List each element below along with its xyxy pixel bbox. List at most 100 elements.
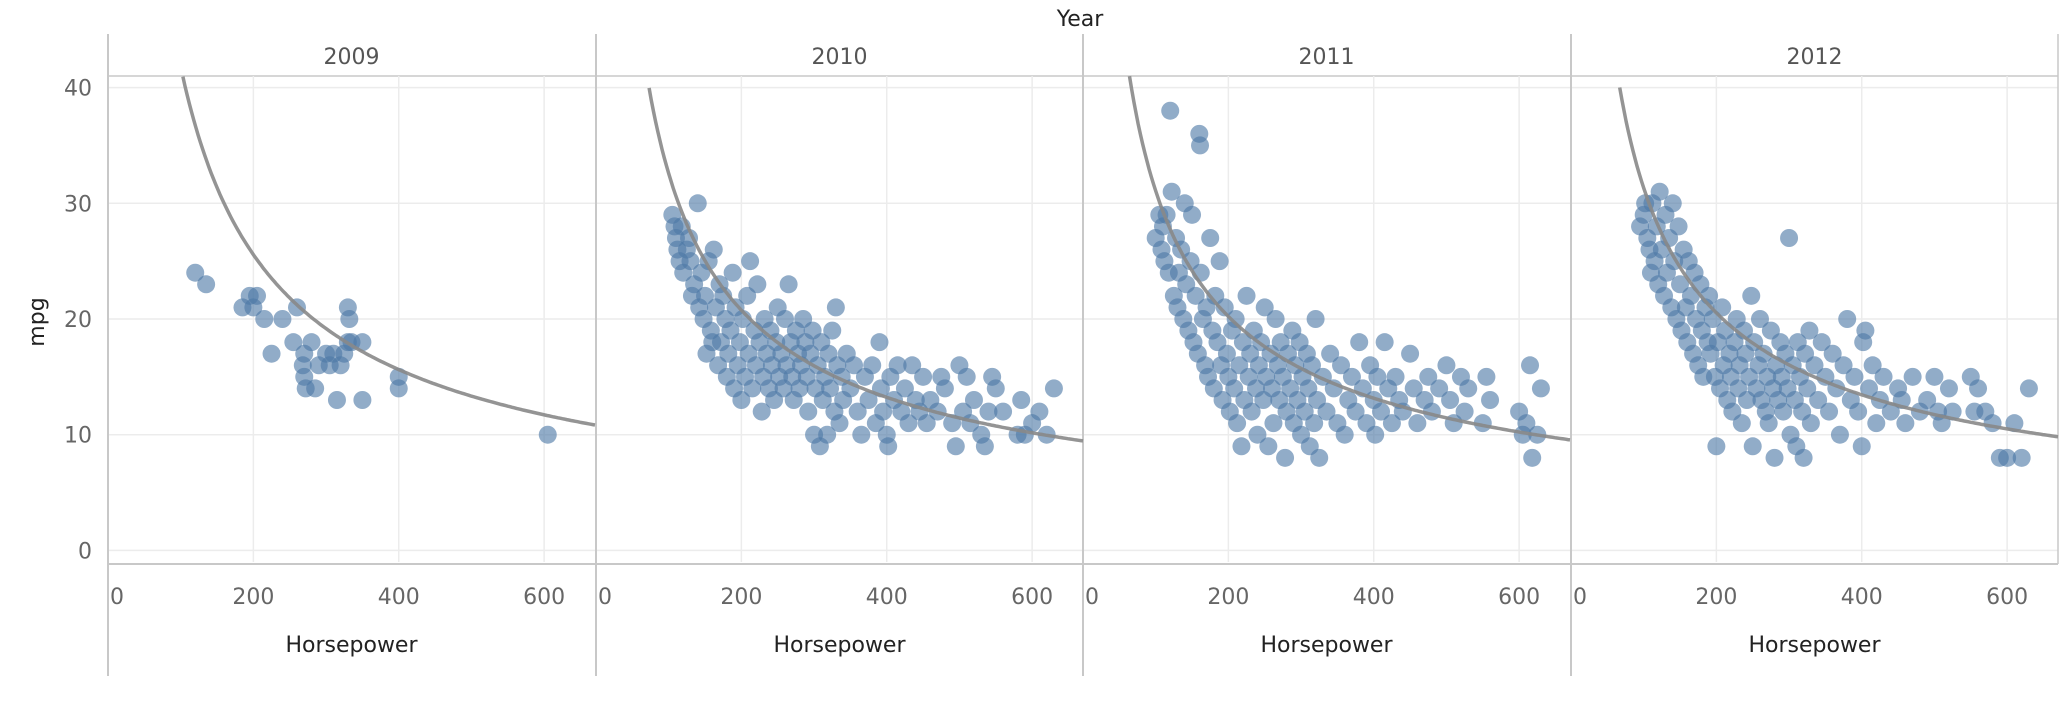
data-point <box>1430 379 1449 398</box>
data-point <box>1732 414 1751 433</box>
data-point <box>1477 367 1496 386</box>
data-point <box>732 391 751 409</box>
data-point <box>1812 333 1831 352</box>
data-point <box>1030 402 1049 421</box>
data-point <box>1310 448 1329 467</box>
x-tick-label: 200 <box>720 585 762 610</box>
data-point <box>775 310 794 328</box>
data-point <box>917 414 936 433</box>
data-point <box>1856 321 1875 340</box>
y-tick-label: 20 <box>64 308 92 333</box>
data-point <box>1860 379 1879 398</box>
data-point <box>1255 298 1274 317</box>
facet-panel-2009: 0 200 400 600 2009 Horsepower <box>110 45 596 658</box>
data-point <box>1404 379 1423 398</box>
data-point <box>738 286 757 305</box>
data-point <box>1181 252 1200 271</box>
data-point <box>845 356 864 375</box>
data-point <box>752 402 771 421</box>
x-axis-title: Horsepower <box>1260 633 1393 658</box>
data-point <box>284 333 303 352</box>
data-point <box>1969 379 1988 398</box>
x-tick-label: 0 <box>110 585 124 610</box>
trend-line-2009 <box>181 76 596 427</box>
x-tick-label: 200 <box>1207 585 1249 610</box>
data-point <box>1201 229 1220 247</box>
data-point <box>1441 391 1460 409</box>
x-tick-label: 600 <box>523 585 565 610</box>
series-points-2010 <box>663 194 1063 456</box>
data-point <box>1382 414 1401 433</box>
data-point <box>895 379 914 398</box>
data-point <box>1849 402 1868 421</box>
data-point <box>1455 402 1474 421</box>
y-tick-label: 30 <box>64 192 92 217</box>
data-point <box>704 240 723 259</box>
data-point <box>979 402 998 421</box>
data-point <box>1743 437 1762 456</box>
x-tick-label: 400 <box>1353 585 1395 610</box>
data-point <box>1845 367 1864 386</box>
facet-panel-2011: 0 200 400 600 2011 Horsepower <box>1085 45 1571 658</box>
frame-layer <box>107 34 2059 676</box>
data-point <box>1881 402 1900 421</box>
data-point <box>1264 414 1283 433</box>
data-point <box>1225 379 1244 398</box>
data-point <box>1805 356 1824 375</box>
data-point <box>1852 437 1871 456</box>
facet-label-2012: 2012 <box>1787 45 1843 70</box>
data-point <box>852 425 871 444</box>
data-point <box>1650 182 1669 201</box>
data-point <box>859 391 878 409</box>
data-point <box>743 379 762 398</box>
data-point <box>1332 356 1351 375</box>
data-point <box>696 286 715 305</box>
data-point <box>1517 414 1536 433</box>
data-point <box>1939 379 1958 398</box>
data-point <box>1437 356 1456 375</box>
data-point <box>1186 286 1205 305</box>
data-point <box>197 275 216 294</box>
y-tick-label: 10 <box>64 424 92 449</box>
data-point <box>1801 414 1820 433</box>
data-point <box>2019 379 2038 398</box>
data-point <box>389 379 408 398</box>
data-point <box>1742 286 1761 305</box>
data-point <box>1823 344 1842 363</box>
data-point <box>957 367 976 386</box>
data-point <box>1248 425 1267 444</box>
data-point <box>986 379 1005 398</box>
facet-label-2010: 2010 <box>812 45 868 70</box>
x-tick-label: 600 <box>1011 585 1053 610</box>
data-point <box>244 298 263 317</box>
x-axis-title: Horsepower <box>285 633 418 658</box>
data-point <box>1759 414 1778 433</box>
y-tick-labels: 0 10 20 30 40 <box>64 77 92 565</box>
data-point <box>1317 402 1336 421</box>
data-point <box>818 425 837 444</box>
data-point <box>1663 194 1682 213</box>
data-point <box>1481 391 1500 409</box>
data-point <box>1820 402 1839 421</box>
x-tick-label: 0 <box>598 585 612 610</box>
data-point <box>1210 252 1229 271</box>
data-point <box>1335 425 1354 444</box>
data-point <box>779 275 798 294</box>
data-point <box>1459 379 1478 398</box>
data-point <box>302 333 321 352</box>
data-point <box>723 263 742 282</box>
x-axis-title: Horsepower <box>1748 633 1881 658</box>
data-point <box>1232 437 1251 456</box>
trend-line-2010 <box>647 87 1084 443</box>
data-point <box>1671 275 1690 294</box>
data-point <box>1838 310 1857 328</box>
data-point <box>262 344 281 363</box>
data-point <box>830 414 849 433</box>
data-point <box>1183 205 1202 224</box>
x-axis-title: Horsepower <box>773 633 906 658</box>
data-point <box>1925 367 1944 386</box>
data-point <box>1386 367 1405 386</box>
data-point <box>1266 310 1285 328</box>
facet-panels: 0 200 400 600 2009 Horsepower 0 200 400 600 2010 Ho… <box>110 45 2059 658</box>
